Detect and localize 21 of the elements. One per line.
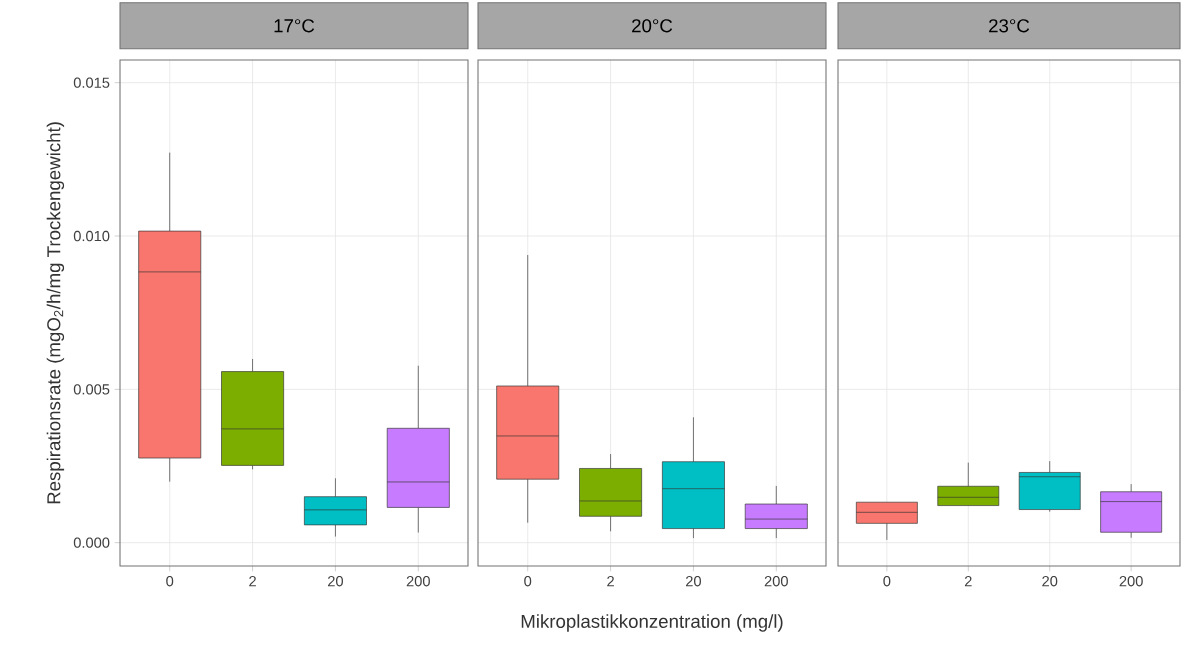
chart-title: 20°C <box>632 19 673 33</box>
x-axis-title: Mikroplastikkonzentration (mg/l) <box>521 614 783 632</box>
x-tick-label: 200 <box>764 576 788 587</box>
y-tick-label: 0.010 <box>73 230 110 242</box>
x-tick-label: 20 <box>1042 576 1058 587</box>
x-tick-label: 0 <box>883 576 891 587</box>
y-tick-label: 0.000 <box>73 537 110 548</box>
x-tick-label: 2 <box>607 576 614 587</box>
chart-title: 17°C <box>274 19 315 33</box>
y-tick-label: 0.015 <box>73 77 110 88</box>
x-tick-label: 200 <box>406 576 430 587</box>
x-tick-label: 20 <box>686 576 701 587</box>
x-tick-label: 0 <box>524 576 532 587</box>
x-tick-label: 20 <box>328 576 343 587</box>
x-tick-label: 200 <box>1119 576 1143 587</box>
x-tick-label: 0 <box>166 576 174 587</box>
x-tick-label: 2 <box>964 576 972 587</box>
chart-title: 23°C <box>989 19 1030 33</box>
y-axis-title: Respirationsrate (mgO$_{2}$/h/mg Trockengewicht) <box>46 122 65 504</box>
y-tick-label: 0.005 <box>73 384 110 395</box>
x-tick-label: 2 <box>249 576 256 587</box>
